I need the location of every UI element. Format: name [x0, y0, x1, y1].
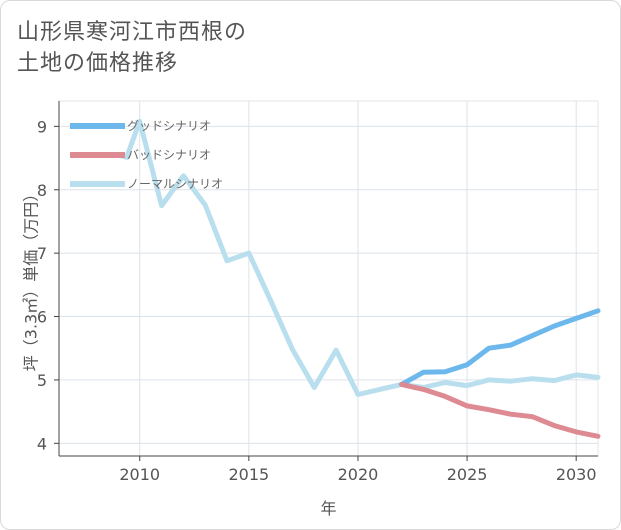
y-tick-label: 9 [37, 117, 47, 136]
x-tick-label: 2020 [338, 465, 379, 484]
y-tick-label: 6 [37, 308, 47, 327]
series-line-good [399, 308, 601, 387]
chart-title-line-2: 土地の価格推移 [17, 51, 179, 76]
x-axis-title: 年 [320, 499, 336, 518]
series-layer [115, 118, 601, 439]
series-line-bad [399, 381, 601, 439]
legend-label-good: グッドシナリオ [127, 119, 211, 133]
y-axis-title: 坪（3.3㎡）単価（万円） [22, 186, 41, 371]
x-tick-label: 2030 [556, 465, 597, 484]
legend-label-bad: バッドシナリオ [127, 148, 211, 162]
y-tick-label: 8 [37, 181, 47, 200]
y-tick-label: 4 [37, 434, 47, 453]
x-tick-label: 2010 [119, 465, 160, 484]
legend-label-normal: ノーマルシナリオ [127, 177, 223, 191]
series-line-normal [115, 118, 601, 397]
axes: 2010 2015 2020 2025 2030 4 5 6 7 8 9 [37, 101, 598, 484]
x-tick-label: 2015 [228, 465, 269, 484]
x-tick-label: 2025 [447, 465, 488, 484]
chart-title-line-1: 山形県寒河江市西根の [17, 20, 248, 45]
y-tick-label: 5 [37, 371, 47, 390]
chart-title: 山形県寒河江市西根の 土地の価格推移 [17, 17, 577, 79]
y-tick-label: 7 [37, 244, 47, 263]
